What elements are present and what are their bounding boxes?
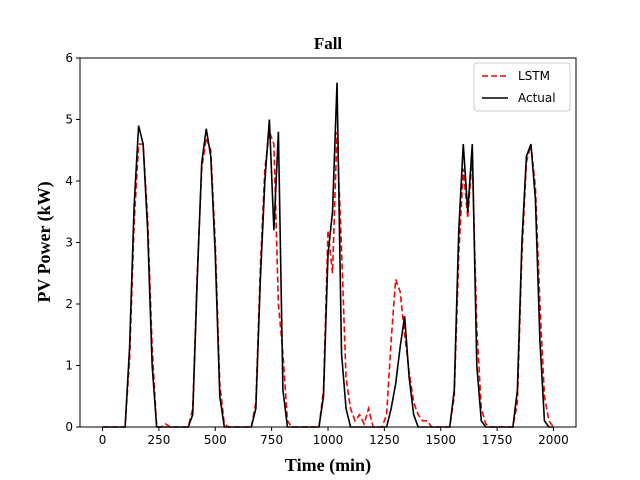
x-axis-label: Time (min) xyxy=(285,455,371,476)
y-tick-label: 1 xyxy=(65,359,73,373)
legend-label: Actual xyxy=(518,91,556,105)
chart-title: Fall xyxy=(314,34,343,53)
x-tick-label: 0 xyxy=(99,433,107,447)
x-tick-label: 500 xyxy=(204,433,227,447)
x-tick-label: 2000 xyxy=(538,433,569,447)
y-tick-label: 6 xyxy=(65,51,73,65)
x-tick-label: 1000 xyxy=(313,433,344,447)
x-tick-label: 1500 xyxy=(425,433,456,447)
y-tick-label: 2 xyxy=(65,297,73,311)
y-tick-label: 4 xyxy=(65,174,73,188)
x-tick-label: 1250 xyxy=(369,433,400,447)
legend-box xyxy=(473,62,571,112)
plot-frame xyxy=(79,57,577,428)
legend-label: LSTM xyxy=(518,69,550,83)
y-tick-label: 3 xyxy=(65,236,73,250)
x-tick-label: 750 xyxy=(260,433,283,447)
series-line xyxy=(102,82,554,428)
y-tick-label: 0 xyxy=(65,420,73,434)
x-tick-label: 1750 xyxy=(482,433,513,447)
y-tick-label: 5 xyxy=(65,113,73,127)
y-axis-label: PV Power (kW) xyxy=(34,181,55,302)
x-tick-label: 250 xyxy=(147,433,170,447)
